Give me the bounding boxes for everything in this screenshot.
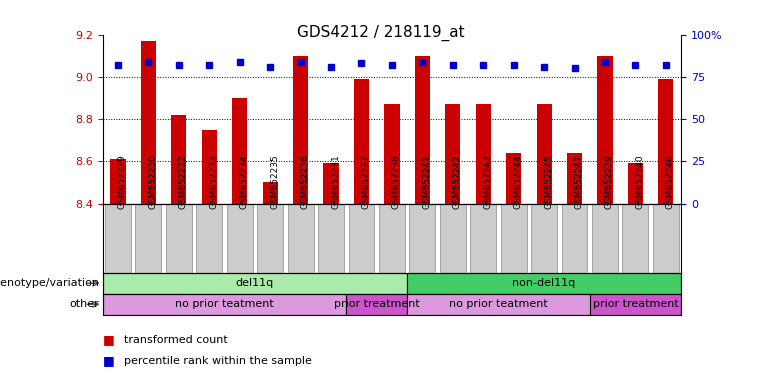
Text: GSM652241: GSM652241 xyxy=(422,154,431,209)
Text: GSM652229: GSM652229 xyxy=(118,154,127,209)
Text: GSM652234: GSM652234 xyxy=(240,154,249,209)
Text: ■: ■ xyxy=(103,354,114,367)
Text: genotype/variation: genotype/variation xyxy=(0,278,99,288)
Bar xyxy=(501,204,527,273)
Bar xyxy=(537,104,552,204)
Bar xyxy=(470,204,496,273)
Text: prior treatment: prior treatment xyxy=(334,299,419,310)
Bar xyxy=(415,56,430,204)
Bar xyxy=(384,104,400,204)
Bar xyxy=(232,98,247,204)
Text: GSM652231: GSM652231 xyxy=(331,154,340,209)
Text: transformed count: transformed count xyxy=(124,335,228,345)
Text: GSM652232: GSM652232 xyxy=(179,154,188,209)
Bar xyxy=(288,204,314,273)
Bar xyxy=(409,204,435,273)
Bar xyxy=(506,153,521,204)
Bar xyxy=(349,204,374,273)
Text: no prior teatment: no prior teatment xyxy=(449,299,548,310)
Text: GSM652238: GSM652238 xyxy=(392,154,401,209)
Bar xyxy=(407,273,681,294)
Bar xyxy=(592,204,618,273)
Bar xyxy=(196,204,222,273)
Bar xyxy=(257,204,283,273)
Text: GSM652246: GSM652246 xyxy=(666,154,675,209)
Bar xyxy=(653,204,679,273)
Text: GSM652243: GSM652243 xyxy=(483,154,492,209)
Bar xyxy=(105,204,131,273)
Bar xyxy=(141,41,156,204)
Bar xyxy=(103,273,407,294)
Bar xyxy=(293,56,308,204)
Bar xyxy=(407,294,590,315)
Bar xyxy=(590,294,681,315)
Text: GSM652242: GSM652242 xyxy=(453,154,462,209)
Text: GSM652245: GSM652245 xyxy=(544,154,553,209)
Text: del11q: del11q xyxy=(236,278,274,288)
Text: GSM652237: GSM652237 xyxy=(361,154,371,209)
Bar xyxy=(440,204,466,273)
Text: non-del11q: non-del11q xyxy=(512,278,576,288)
Bar xyxy=(263,182,278,204)
Text: GDS4212 / 218119_at: GDS4212 / 218119_at xyxy=(297,25,464,41)
Text: GSM652244: GSM652244 xyxy=(514,154,523,209)
Text: GSM652236: GSM652236 xyxy=(301,154,310,209)
Text: other: other xyxy=(69,299,99,310)
Bar xyxy=(202,129,217,204)
Bar xyxy=(658,79,673,204)
Bar xyxy=(562,204,587,273)
Text: GSM652240: GSM652240 xyxy=(635,154,645,209)
Bar xyxy=(622,204,648,273)
Bar xyxy=(135,204,161,273)
Bar xyxy=(597,56,613,204)
Text: percentile rank within the sample: percentile rank within the sample xyxy=(124,356,312,366)
Text: GSM652239: GSM652239 xyxy=(605,154,614,209)
Bar xyxy=(318,204,344,273)
Text: GSM652230: GSM652230 xyxy=(148,154,158,209)
Bar xyxy=(346,294,407,315)
Bar xyxy=(476,104,491,204)
Bar xyxy=(227,204,253,273)
Text: no prior teatment: no prior teatment xyxy=(175,299,274,310)
Bar xyxy=(567,153,582,204)
Bar xyxy=(103,294,346,315)
Bar xyxy=(166,204,192,273)
Text: prior treatment: prior treatment xyxy=(593,299,678,310)
Bar xyxy=(531,204,557,273)
Text: ■: ■ xyxy=(103,333,114,346)
Bar xyxy=(379,204,405,273)
Text: GSM652247: GSM652247 xyxy=(575,154,584,209)
Bar xyxy=(628,164,643,204)
Bar xyxy=(110,159,126,204)
Bar xyxy=(445,104,460,204)
Bar xyxy=(323,164,339,204)
Text: GSM652235: GSM652235 xyxy=(270,154,279,209)
Text: GSM652233: GSM652233 xyxy=(209,154,218,209)
Bar xyxy=(171,115,186,204)
Bar xyxy=(354,79,369,204)
